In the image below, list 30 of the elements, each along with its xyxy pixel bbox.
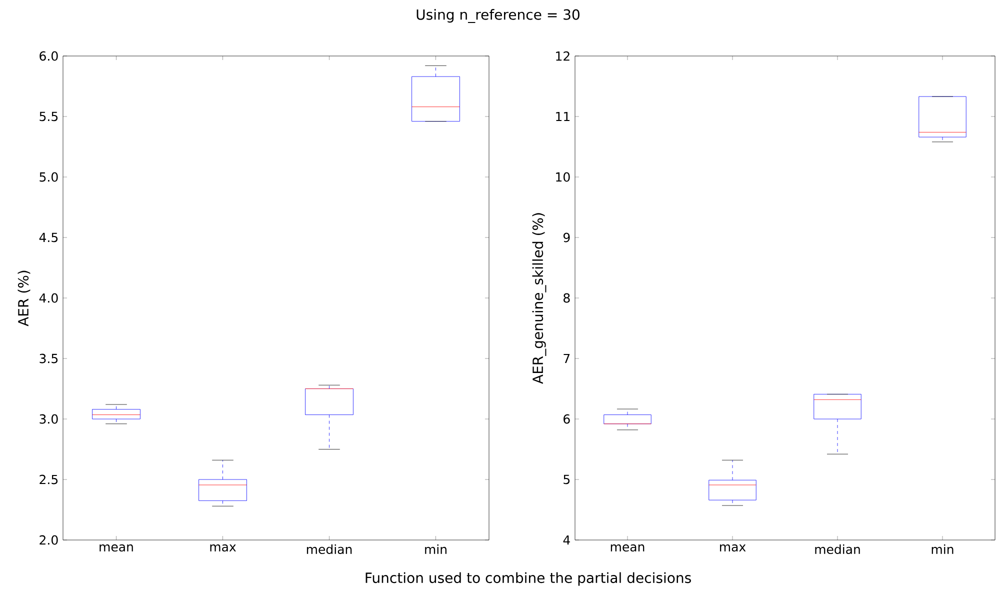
y-tick-label: 5.5	[40, 112, 58, 122]
y-tick-label: 8	[564, 293, 570, 303]
y-tick-label: 5.0	[40, 172, 58, 182]
y-tick-label: 6	[564, 414, 570, 424]
x-axis-title: Function used to combine the partial decisions	[366, 572, 691, 586]
y-tick-label: 11	[556, 112, 570, 122]
y-tick-label: 4.5	[39, 232, 58, 242]
y-tick-label: 2.0	[40, 535, 58, 545]
y-tick-label: 3.5	[40, 354, 58, 364]
x-tick-label: median	[815, 544, 860, 554]
x-tick-label: mean	[610, 544, 644, 552]
chart-title: Using n_reference = 30	[416, 9, 580, 23]
y-tick-label: 12	[556, 51, 570, 61]
y-tick-label: 2.5	[40, 474, 58, 484]
x-tick-label: max	[210, 544, 236, 552]
x-tick-label: max	[720, 544, 746, 552]
y-tick-label: 5	[564, 474, 570, 484]
y-tick-label: 4.0	[39, 293, 58, 303]
x-tick-label: min	[932, 544, 954, 554]
x-tick-label: mean	[100, 544, 133, 552]
y-tick-label: 9	[563, 232, 570, 242]
y-tick-label: 6.0	[40, 51, 58, 61]
y-tick-label: 4	[563, 535, 570, 545]
y-axis-title: AER_genuine_skilled (%)	[532, 213, 546, 384]
y-tick-label: 3.0	[40, 414, 58, 424]
y-tick-label: 10	[556, 172, 570, 182]
y-tick-label: 7	[564, 354, 570, 364]
x-tick-label: min	[425, 544, 446, 554]
y-axis-title: AER (%)	[18, 270, 30, 326]
x-tick-label: median	[306, 544, 352, 554]
